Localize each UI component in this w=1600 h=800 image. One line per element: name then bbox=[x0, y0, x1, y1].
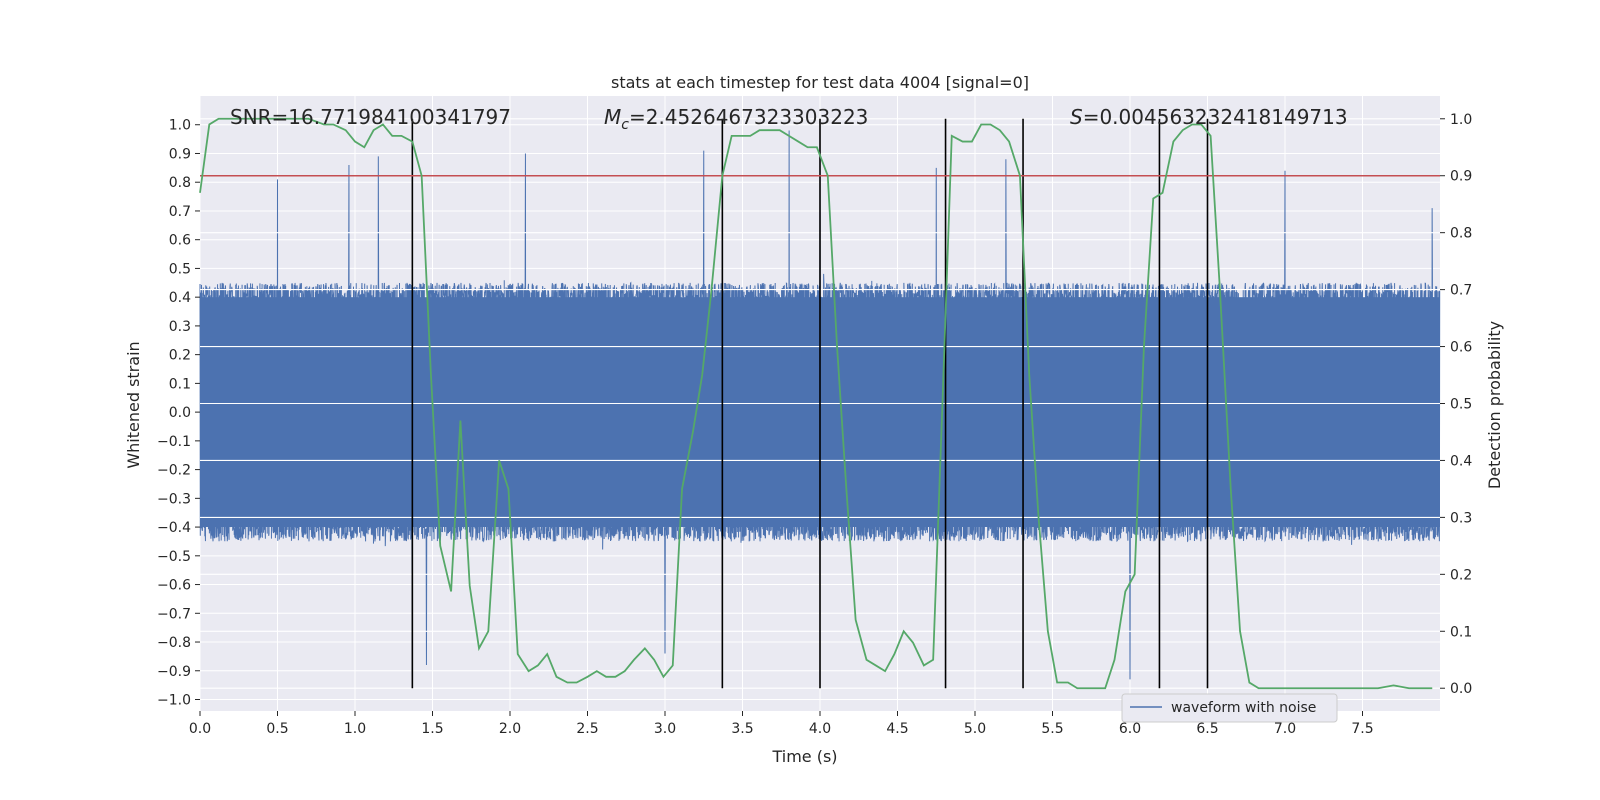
chirp-mass-subscript: c bbox=[621, 117, 629, 133]
y-axis-label-left: Whitened strain bbox=[124, 341, 143, 468]
y-tick-label-right: 0.7 bbox=[1450, 283, 1472, 299]
chirp-mass-value: =2.4526467323303223 bbox=[629, 105, 868, 129]
y-tick-label-left: −0.5 bbox=[157, 549, 191, 565]
x-tick-label: 3.5 bbox=[731, 721, 753, 737]
x-tick-label: 4.0 bbox=[809, 721, 831, 737]
y-tick-label-left: 0.9 bbox=[169, 146, 191, 162]
y-tick-label-left: −1.0 bbox=[157, 693, 191, 709]
y-tick-label-left: −0.2 bbox=[157, 463, 191, 479]
x-tick-label: 7.5 bbox=[1351, 721, 1373, 737]
x-tick-label: 4.5 bbox=[886, 721, 908, 737]
x-tick-label: 1.5 bbox=[421, 721, 443, 737]
chart-title: stats at each timestep for test data 400… bbox=[611, 73, 1029, 92]
chirp-mass-annotation: Mc=2.4526467323303223 bbox=[604, 105, 868, 133]
marker-lines bbox=[411, 118, 1209, 689]
x-tick-label: 2.0 bbox=[499, 721, 521, 737]
y-tick-label-right: 0.1 bbox=[1450, 624, 1472, 640]
y-tick-label-left: 0.8 bbox=[169, 175, 191, 191]
y-tick-label-left: −0.6 bbox=[157, 578, 191, 594]
y-tick-label-left: −0.3 bbox=[157, 491, 191, 507]
y-tick-label-left: 0.0 bbox=[169, 405, 191, 421]
s-value: =0.004563232418149713 bbox=[1083, 105, 1348, 129]
x-tick-label: 1.0 bbox=[344, 721, 366, 737]
y-tick-label-left: 0.3 bbox=[169, 319, 191, 335]
y-tick-label-right: 0.0 bbox=[1450, 681, 1472, 697]
y-tick-label-right: 0.5 bbox=[1450, 397, 1472, 413]
y-tick-label-right: 0.6 bbox=[1450, 340, 1472, 356]
x-tick-label: 7.0 bbox=[1274, 721, 1296, 737]
y-tick-label-left: 0.2 bbox=[169, 348, 191, 364]
y-tick-label-right: 0.8 bbox=[1450, 226, 1472, 242]
y-tick-label-right: 0.3 bbox=[1450, 510, 1472, 526]
y-tick-label-right: 1.0 bbox=[1450, 112, 1472, 128]
x-tick-label: 6.5 bbox=[1196, 721, 1218, 737]
s-symbol: S bbox=[1070, 105, 1083, 129]
y-tick-label-left: −0.9 bbox=[157, 664, 191, 680]
legend-box bbox=[1121, 693, 1338, 723]
legend: waveform with noise bbox=[1121, 693, 1338, 723]
y-tick-label-left: 0.7 bbox=[169, 204, 191, 220]
x-tick-label: 2.5 bbox=[576, 721, 598, 737]
y-tick-label-left: 0.6 bbox=[169, 233, 191, 249]
y-tick-label-left: −0.4 bbox=[157, 520, 191, 536]
y-tick-label-left: 0.5 bbox=[169, 261, 191, 277]
probability-line bbox=[199, 117, 1433, 690]
y-axis-label-right: Detection probability bbox=[1485, 321, 1504, 489]
y-tick-label-left: −0.7 bbox=[157, 606, 191, 622]
x-tick-label: 6.0 bbox=[1119, 721, 1141, 737]
y-tick-label-left: 0.1 bbox=[169, 376, 191, 392]
legend-label: waveform with noise bbox=[1171, 700, 1316, 716]
x-tick-label: 3.0 bbox=[654, 721, 676, 737]
snr-annotation: SNR=16.771984100341797 bbox=[230, 105, 511, 129]
y-tick-label-left: −0.1 bbox=[157, 434, 191, 450]
y-tick-label-left: 1.0 bbox=[169, 118, 191, 134]
y-tick-label-right: 0.4 bbox=[1450, 453, 1472, 469]
chirp-mass-symbol: M bbox=[604, 105, 621, 129]
x-axis-label: Time (s) bbox=[771, 747, 837, 766]
y-tick-label-right: 0.2 bbox=[1450, 567, 1472, 583]
x-tick-label: 5.5 bbox=[1041, 721, 1063, 737]
axis-ticks: 0.0 0.5 1.0 1.5 2.0 2.5 3.0 3.5 4.0 4.5 5.0 5.5 6.0 6… bbox=[157, 112, 1472, 737]
y-tick-label-left: −0.8 bbox=[157, 635, 191, 651]
x-tick-label: 5.0 bbox=[964, 721, 986, 737]
y-tick-label-left: 0.4 bbox=[169, 290, 191, 306]
x-tick-label: 0.5 bbox=[266, 721, 288, 737]
s-annotation: S=0.004563232418149713 bbox=[1070, 105, 1348, 129]
x-tick-label: 0.0 bbox=[189, 721, 211, 737]
detection-probability-series bbox=[199, 117, 1433, 690]
y-tick-label-right: 0.9 bbox=[1450, 169, 1472, 185]
